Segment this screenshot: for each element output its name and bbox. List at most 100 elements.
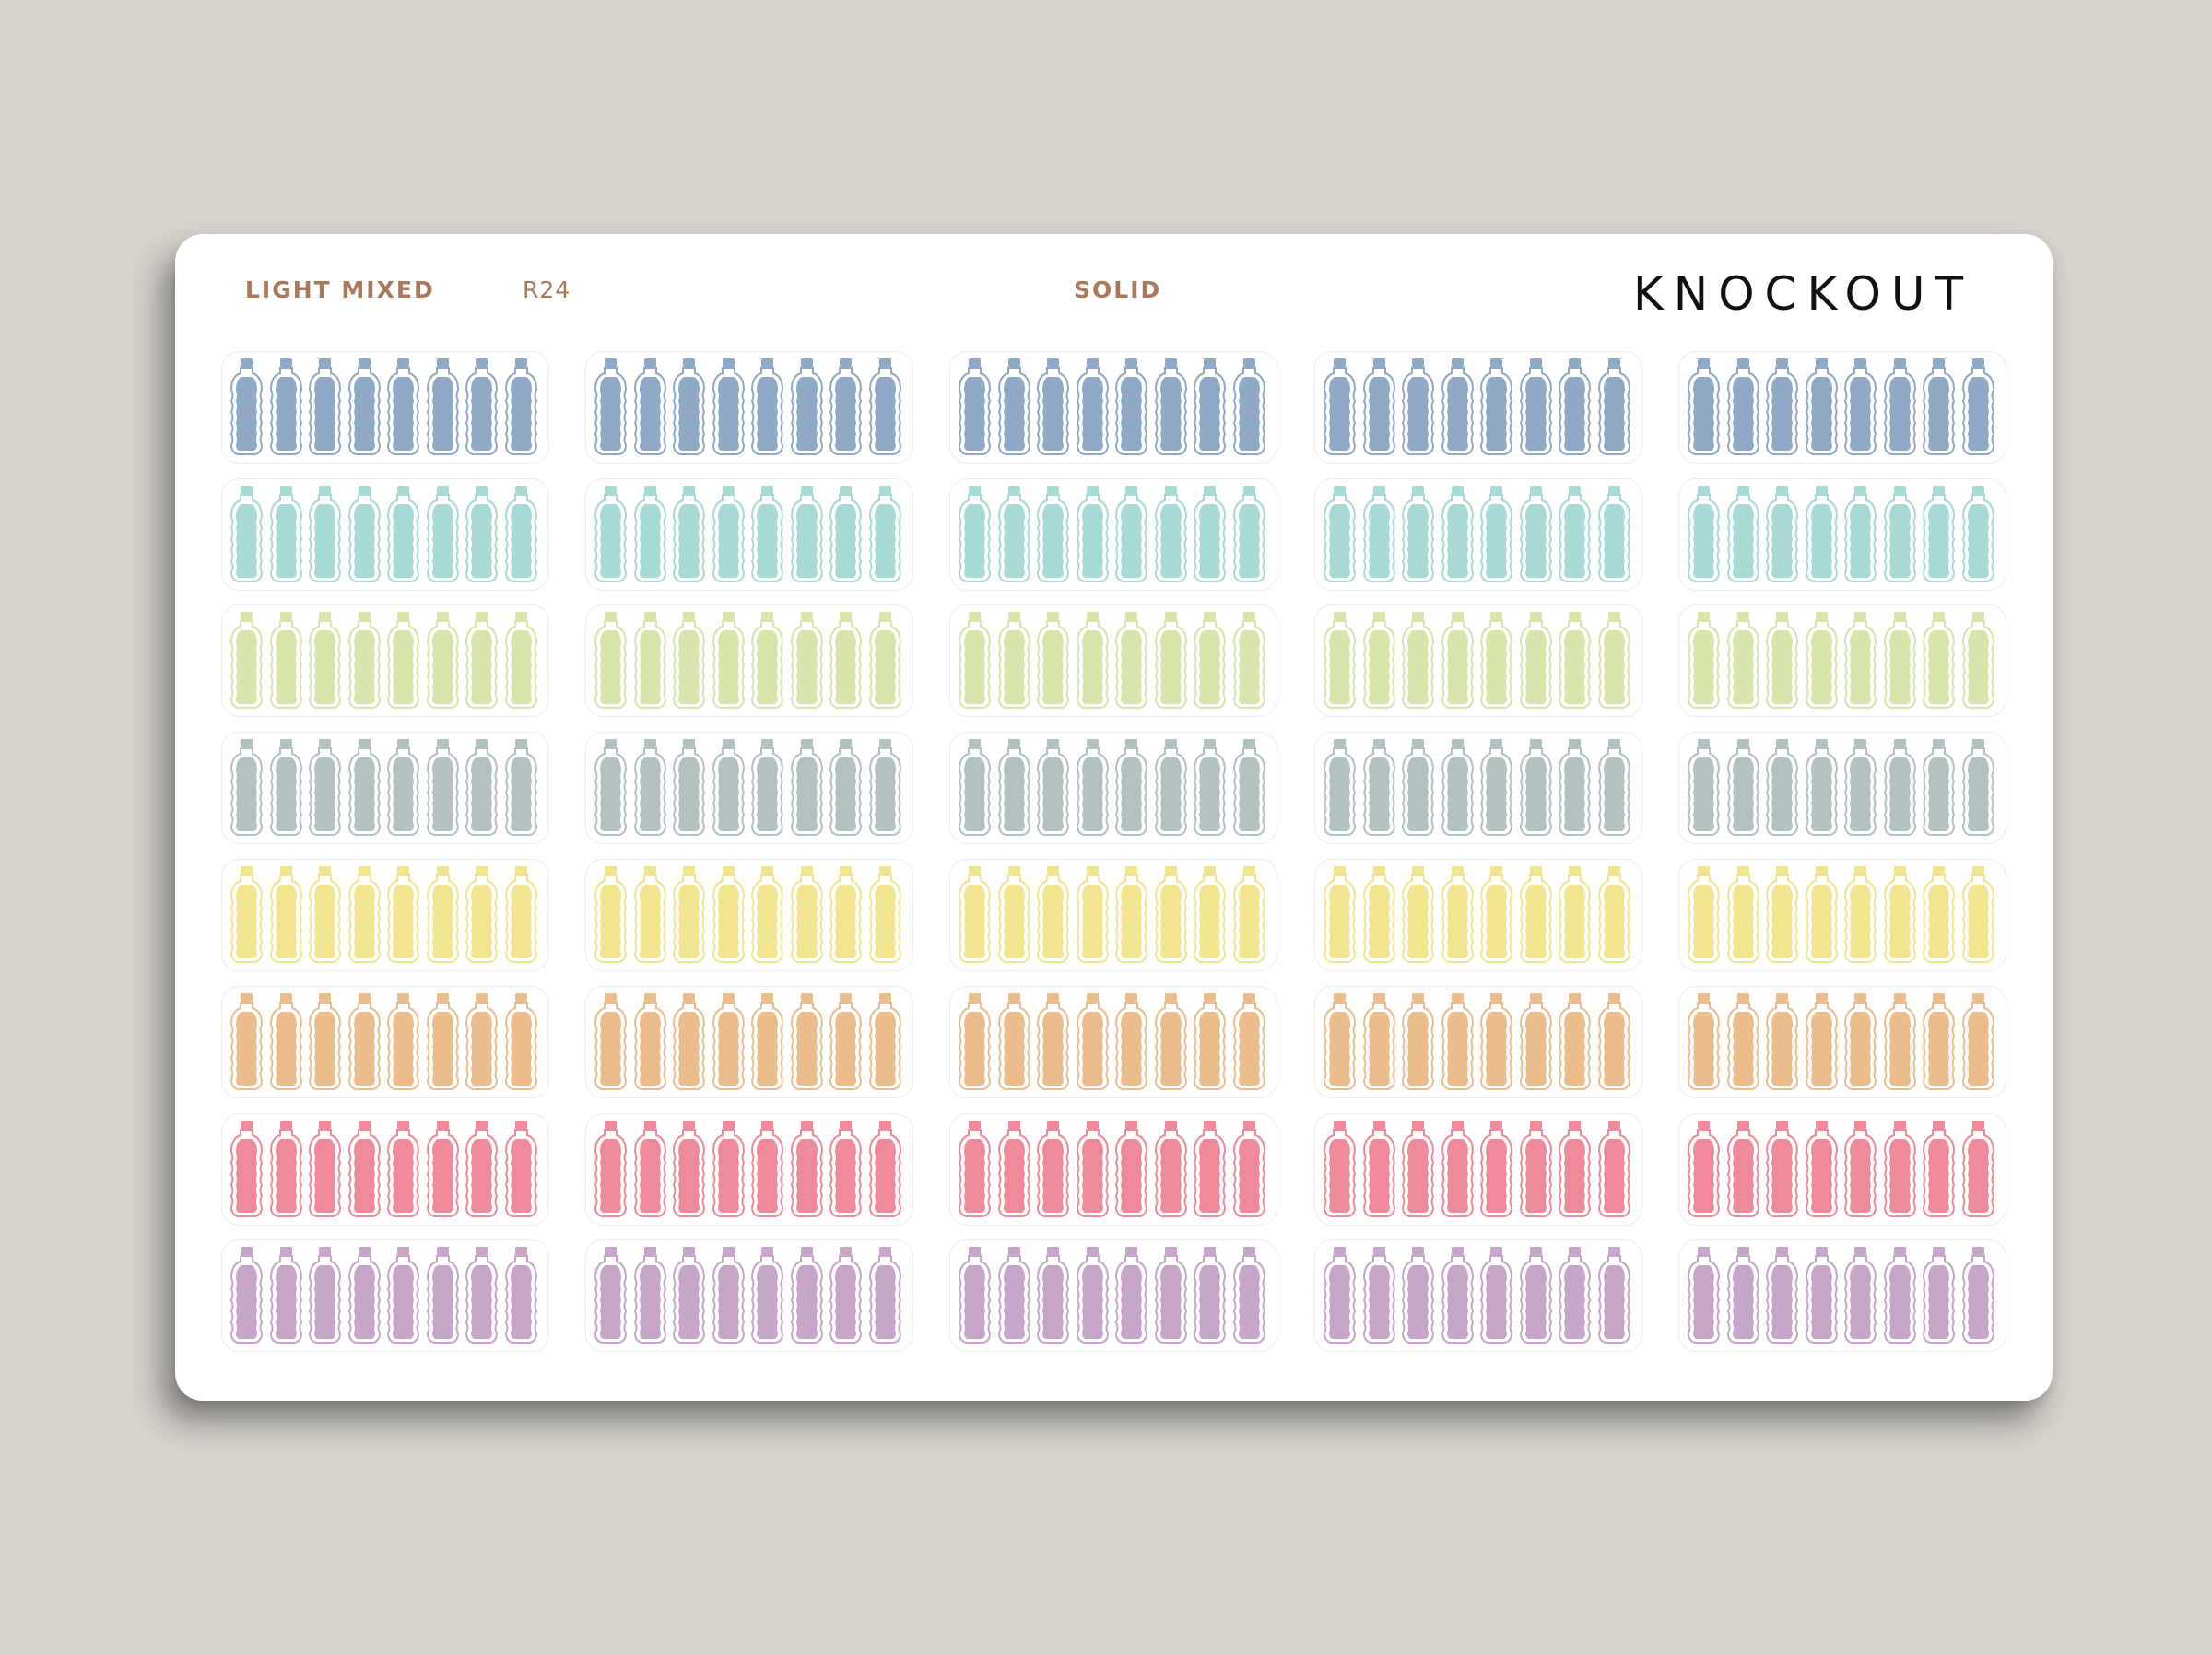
water-bottle-icon — [229, 866, 264, 963]
water-bottle-icon — [1114, 739, 1148, 836]
water-bottle-icon — [1036, 1121, 1070, 1217]
water-bottle-icon — [1597, 1121, 1630, 1217]
water-bottle-icon — [1726, 866, 1759, 963]
water-bottle-icon — [1154, 739, 1187, 836]
water-bottle-icon — [1441, 1247, 1474, 1344]
water-bottle-icon — [1597, 993, 1630, 1090]
water-bottle-icon — [1323, 1121, 1357, 1217]
water-bottle-icon — [1479, 993, 1513, 1090]
water-bottle-icon — [750, 1121, 784, 1217]
water-bottle-icon — [1114, 1121, 1148, 1217]
water-bottle-icon — [594, 739, 628, 836]
water-bottle-icon — [958, 358, 992, 455]
water-bottle-icon — [1076, 612, 1109, 709]
water-bottle-icon — [426, 1121, 459, 1217]
water-bottle-icon — [1883, 1247, 1916, 1344]
water-bottle-icon — [1519, 993, 1552, 1090]
water-bottle-icon — [347, 1247, 381, 1344]
water-bottle-icon — [1726, 358, 1759, 455]
water-bottle-icon — [672, 866, 706, 963]
water-bottle-icon — [347, 358, 381, 455]
water-bottle-icon — [1232, 1121, 1265, 1217]
water-bottle-icon — [672, 1247, 706, 1344]
water-bottle-icon — [1765, 486, 1799, 582]
water-bottle-icon — [1922, 1247, 1956, 1344]
water-bottle-icon — [1765, 993, 1799, 1090]
water-bottle-icon — [1114, 612, 1148, 709]
water-bottle-icon — [829, 612, 863, 709]
water-bottle-icon — [1883, 866, 1916, 963]
water-bottle-icon — [308, 993, 342, 1090]
water-bottle-icon — [1961, 612, 1994, 709]
water-bottle-icon — [997, 1247, 1030, 1344]
water-bottle-icon — [829, 358, 863, 455]
water-bottle-icon — [465, 866, 499, 963]
water-bottle-icon — [1961, 739, 1994, 836]
water-bottle-icon — [997, 739, 1030, 836]
water-bottle-icon — [1441, 1121, 1474, 1217]
water-bottle-icon — [426, 486, 459, 582]
water-bottle-icon — [633, 1121, 666, 1217]
water-bottle-icon — [1193, 993, 1227, 1090]
water-bottle-icon — [1076, 1121, 1109, 1217]
water-bottle-icon — [1479, 486, 1513, 582]
water-bottle-icon — [1154, 612, 1187, 709]
water-bottle-icon — [829, 866, 863, 963]
water-bottle-icon — [269, 866, 302, 963]
water-bottle-icon — [1441, 993, 1474, 1090]
water-bottle-icon — [504, 866, 537, 963]
water-bottle-icon — [1193, 1121, 1227, 1217]
water-bottle-icon — [1441, 612, 1474, 709]
water-bottle-icon — [1883, 993, 1916, 1090]
water-bottle-icon — [1687, 486, 1721, 582]
water-bottle-icon — [386, 358, 420, 455]
water-bottle-icon — [1323, 486, 1357, 582]
water-bottle-icon — [1114, 993, 1148, 1090]
water-bottle-icon — [504, 1121, 537, 1217]
water-bottle-icon — [1922, 993, 1956, 1090]
water-bottle-icon — [958, 1121, 992, 1217]
water-bottle-icon — [308, 486, 342, 582]
water-bottle-icon — [1362, 1247, 1395, 1344]
water-bottle-icon — [386, 993, 420, 1090]
water-bottle-icon — [790, 1121, 823, 1217]
water-bottle-icon — [1597, 866, 1630, 963]
water-bottle-icon — [347, 993, 381, 1090]
water-bottle-icon — [1805, 1121, 1838, 1217]
water-bottle-icon — [386, 866, 420, 963]
water-bottle-icon — [1232, 486, 1265, 582]
water-bottle-icon — [1805, 612, 1838, 709]
water-bottle-icon — [1479, 1247, 1513, 1344]
water-bottle-icon — [229, 739, 264, 836]
water-bottle-icon — [790, 358, 823, 455]
water-bottle-icon — [1154, 358, 1187, 455]
water-bottle-icon — [594, 866, 628, 963]
water-bottle-icon — [1805, 486, 1838, 582]
water-bottle-icon — [1922, 612, 1956, 709]
water-bottle-icon — [1558, 739, 1592, 836]
water-bottle-icon — [1323, 866, 1357, 963]
water-bottle-icon — [958, 612, 992, 709]
water-bottle-icon — [672, 358, 706, 455]
water-bottle-icon — [1765, 866, 1799, 963]
water-bottle-icon — [1687, 612, 1721, 709]
water-bottle-icon — [790, 612, 823, 709]
water-bottle-icon — [1726, 612, 1759, 709]
water-bottle-icon — [1883, 612, 1916, 709]
water-bottle-icon — [997, 486, 1030, 582]
water-bottle-icon — [712, 1121, 745, 1217]
water-bottle-icon — [1922, 866, 1956, 963]
water-bottle-icon — [1805, 1247, 1838, 1344]
water-bottle-icon — [465, 1121, 499, 1217]
water-bottle-icon — [1922, 486, 1956, 582]
water-bottle-icon — [465, 486, 499, 582]
water-bottle-icon — [1193, 1247, 1227, 1344]
water-bottle-icon — [1765, 358, 1799, 455]
water-bottle-icon — [1687, 993, 1721, 1090]
water-bottle-icon — [1597, 612, 1630, 709]
water-bottle-icon — [1687, 866, 1721, 963]
water-bottle-icon — [1232, 993, 1265, 1090]
water-bottle-icon — [504, 739, 537, 836]
water-bottle-icon — [386, 739, 420, 836]
